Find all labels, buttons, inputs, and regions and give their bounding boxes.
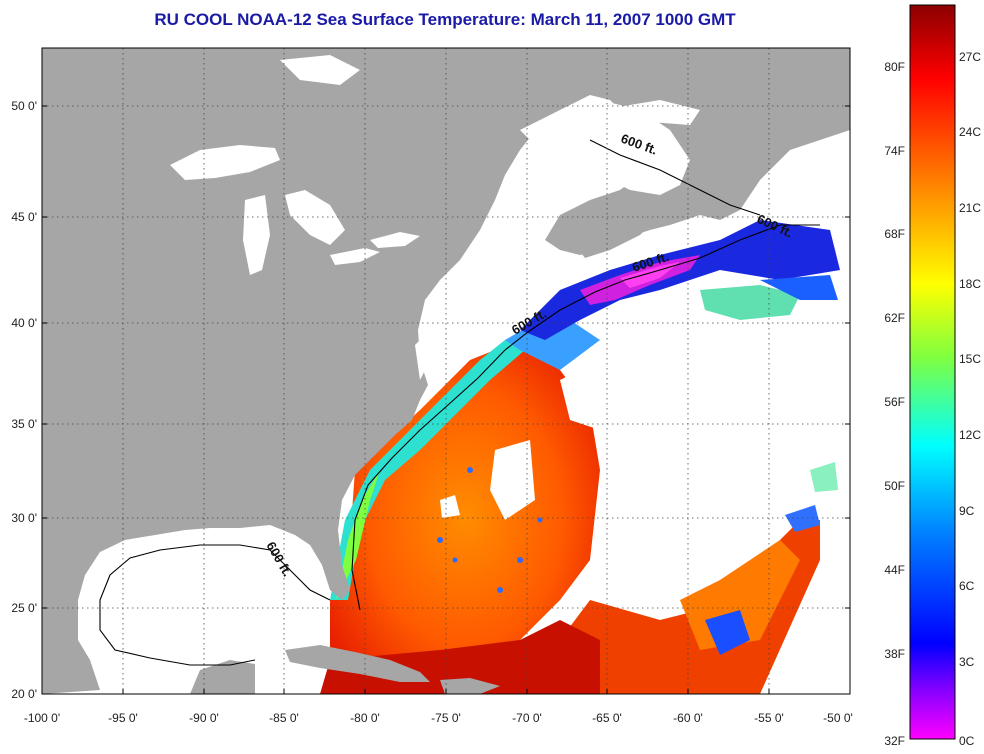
y-tick-label: 35 0' — [11, 417, 37, 431]
colorbar-c-label: 6C — [959, 579, 975, 593]
colorbar-f-label: 56F — [884, 395, 905, 409]
x-tick-label: -85 0' — [269, 711, 299, 725]
colorbar-c-label: 24C — [959, 125, 981, 139]
x-tick-label: -55 0' — [754, 711, 784, 725]
colorbar-c-label: 15C — [959, 352, 981, 366]
x-tick-label: -100 0' — [24, 711, 60, 725]
colorbar-f-label: 32F — [884, 734, 905, 748]
colorbar-f-label: 80F — [884, 60, 905, 74]
land-masses — [42, 48, 850, 694]
colorbar-f-label: 50F — [884, 479, 905, 493]
colorbar-c-label: 0C — [959, 734, 975, 748]
colorbar-f-label: 74F — [884, 144, 905, 158]
x-tick-label: -90 0' — [189, 711, 219, 725]
x-tick-label: -50 0' — [823, 711, 853, 725]
y-tick-label: 45 0' — [11, 210, 37, 224]
y-tick-label: 40 0' — [11, 316, 37, 330]
x-tick-label: -70 0' — [512, 711, 542, 725]
colorbar — [909, 4, 956, 740]
colorbar-f-label: 44F — [884, 563, 905, 577]
colorbar-c-label: 3C — [959, 655, 975, 669]
x-tick-label: -95 0' — [108, 711, 138, 725]
colorbar-c-label: 21C — [959, 201, 981, 215]
colorbar-celsius-scale: 27C 24C 21C 18C 15C 12C 9C 6C 3C 0C — [959, 50, 981, 748]
x-tick-label: -60 0' — [673, 711, 703, 725]
x-tick-label: -75 0' — [431, 711, 461, 725]
map-title: RU COOL NOAA-12 Sea Surface Temperature:… — [154, 10, 736, 29]
colorbar-c-label: 9C — [959, 504, 975, 518]
y-tick-label: 20 0' — [11, 687, 37, 701]
colorbar-f-label: 62F — [884, 311, 905, 325]
y-tick-label: 25 0' — [11, 601, 37, 615]
colorbar-fahrenheit-scale: 80F 74F 68F 62F 56F 50F 44F 38F 32F — [884, 60, 905, 748]
axis-ticks — [41, 105, 850, 694]
colorbar-c-label: 27C — [959, 50, 981, 64]
colorbar-f-label: 38F — [884, 647, 905, 661]
colorbar-f-label: 68F — [884, 227, 905, 241]
depth-contour-600ft — [99, 139, 820, 666]
x-tick-label: -65 0' — [592, 711, 622, 725]
colorbar-c-label: 12C — [959, 428, 981, 442]
y-tick-label: 30 0' — [11, 511, 37, 525]
colorbar-c-label: 18C — [959, 277, 981, 291]
x-tick-label: -80 0' — [350, 711, 380, 725]
y-tick-label: 50 0' — [11, 99, 37, 113]
